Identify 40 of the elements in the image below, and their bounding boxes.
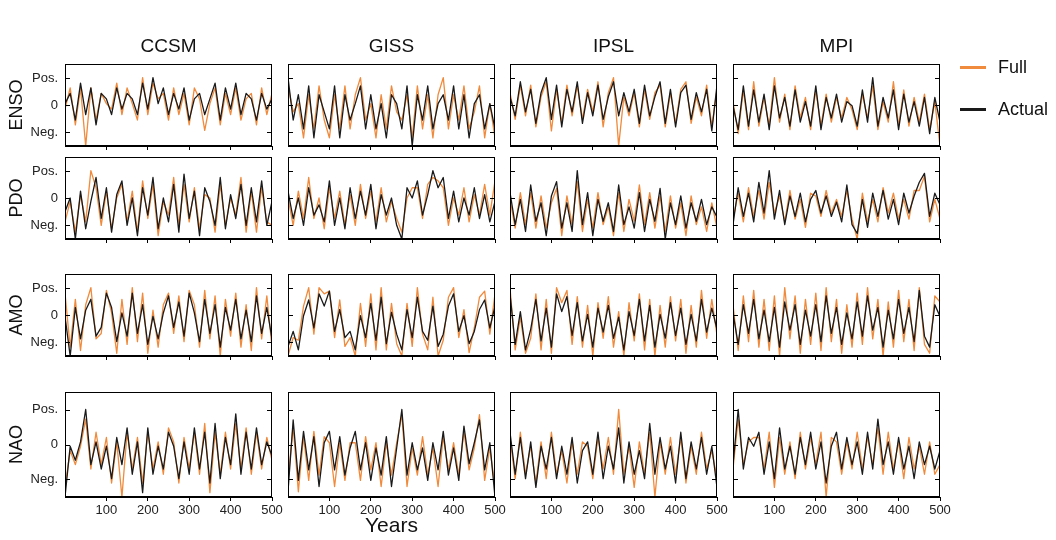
x-tick-label: 500: [484, 502, 506, 518]
x-tick-label: 300: [623, 502, 646, 518]
x-tick-label: 400: [442, 502, 465, 518]
y-axis-title: ENSO: [5, 79, 26, 131]
x-tick-label: 200: [136, 502, 159, 518]
text: Pos.: [31, 279, 58, 295]
x-tick-label: 100: [763, 502, 786, 518]
x-tick-label: 500: [706, 502, 728, 518]
x-tick-label: 500: [261, 502, 283, 518]
text: Pos.: [31, 69, 58, 85]
chart-title: GISS: [368, 34, 415, 56]
x-tick-label: 100: [318, 502, 341, 518]
text: Neg.: [30, 216, 58, 232]
x-tick-label: 300: [178, 502, 201, 518]
text: 0: [50, 189, 58, 205]
x-tick-label: 100: [540, 502, 563, 518]
text: Pos.: [31, 162, 58, 178]
y-axis-title: NAO: [5, 424, 26, 465]
y-axis-title: PDO: [5, 178, 26, 218]
chart-title: MPI: [819, 34, 854, 56]
text: Neg.: [30, 333, 58, 349]
text: 0: [50, 96, 58, 112]
chart-title: IPSL: [592, 34, 635, 56]
text: Neg.: [30, 470, 58, 486]
x-tick-label: 200: [581, 502, 604, 518]
x-tick-label: 300: [846, 502, 869, 518]
x-tick-label: 400: [887, 502, 910, 518]
y-axis-title: AMO: [5, 294, 26, 336]
x-tick-label: 500: [929, 502, 951, 518]
chart-title: CCSM: [140, 34, 197, 56]
x-tick-label: 400: [219, 502, 242, 518]
x-tick-label: 400: [664, 502, 687, 518]
text: Pos.: [31, 401, 58, 417]
x-tick-label: 100: [95, 502, 118, 518]
text: 0: [50, 306, 58, 322]
text: Neg.: [30, 123, 58, 139]
x-tick-label: 200: [804, 502, 827, 518]
legend-label: Actual: [998, 98, 1049, 120]
text: 0: [50, 436, 58, 452]
legend-label: Full: [998, 56, 1028, 78]
